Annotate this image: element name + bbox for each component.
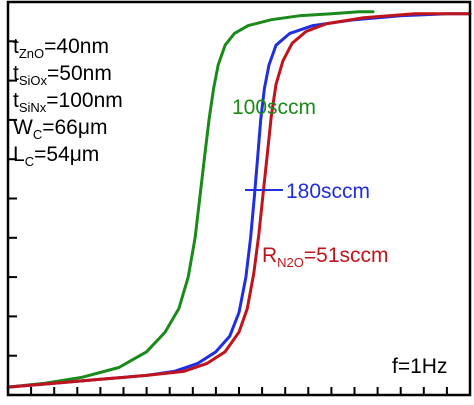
label-180sccm: 180sccm — [286, 180, 370, 203]
param-thickness-siox: tSiOx=50nm — [13, 62, 112, 88]
frequency-label: f=1Hz — [392, 355, 447, 378]
series-line-0 — [6, 10, 375, 389]
param-thickness-zno: tZnO=40nm — [13, 35, 109, 61]
axis-ticks — [8, 40, 448, 395]
parameter-block: tZnO=40nm tSiOx=50nm tSiNx=100nm WC=66μm… — [13, 35, 123, 169]
series-line-2 — [6, 12, 472, 389]
chart-curves — [6, 10, 472, 389]
label-100sccm: 100sccm — [232, 96, 316, 119]
param-channel-width: WC=66μm — [13, 116, 107, 142]
label-rn2o-51sccm: RN2O=51sccm — [262, 244, 389, 270]
param-thickness-sinx: tSiNx=100nm — [13, 89, 123, 115]
param-channel-length: LC=54μm — [13, 143, 99, 169]
